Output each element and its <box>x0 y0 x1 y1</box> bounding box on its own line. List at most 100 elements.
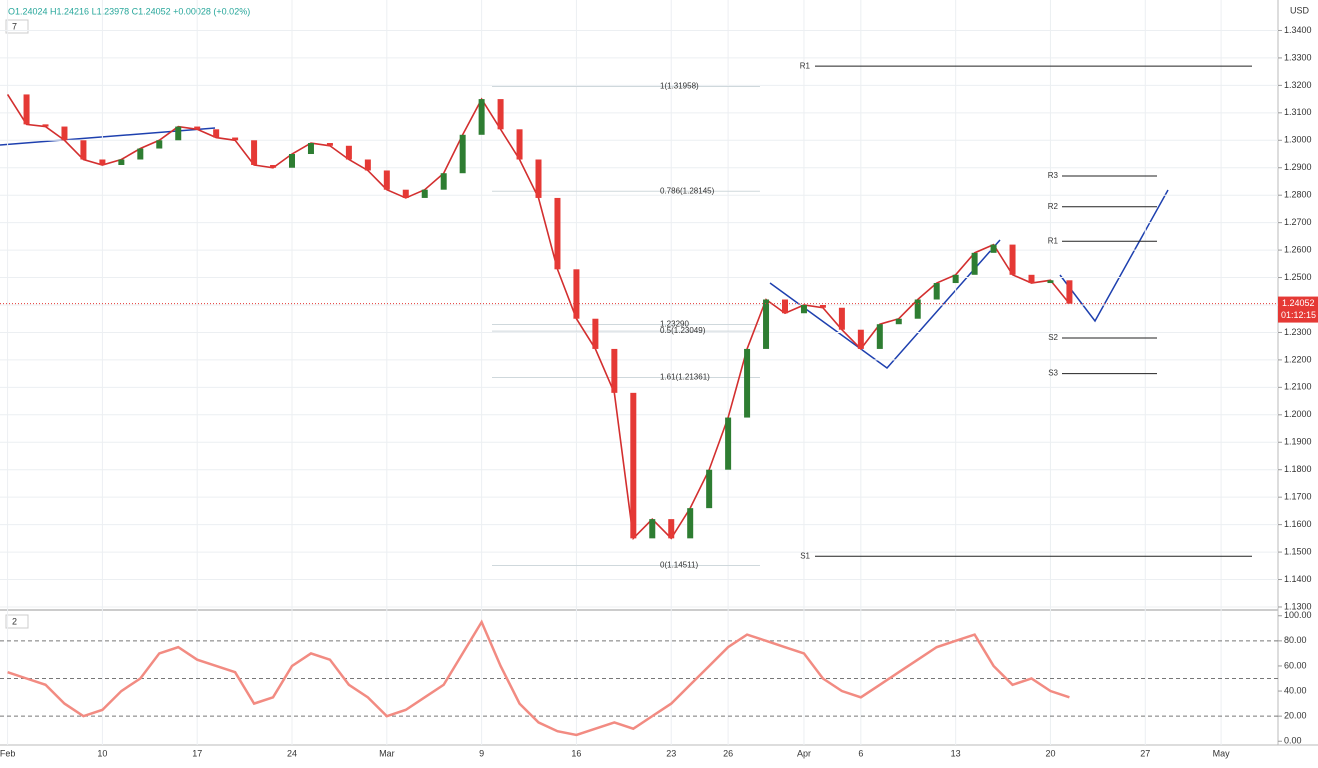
candle-body <box>1009 244 1016 275</box>
candle-body <box>421 189 428 198</box>
candle-body <box>118 159 125 165</box>
candle-body <box>744 348 751 418</box>
y-tick-label: 1.2800 <box>1284 190 1312 200</box>
countdown: 01:12:15 <box>1281 310 1316 320</box>
ohlc-legend: O1.24024 H1.24216 L1.23978 C1.24052 +0.0… <box>8 6 250 16</box>
last-price-label: 1.24052 <box>1282 298 1315 308</box>
x-tick-label: 20 <box>1045 748 1055 758</box>
candle-body <box>497 99 504 130</box>
x-tick-label: 26 <box>723 748 733 758</box>
y-tick-label: 1.1400 <box>1284 574 1312 584</box>
x-tick-label: 27 <box>1140 748 1150 758</box>
y-tick-label: 1.1600 <box>1284 519 1312 529</box>
y-tick-label: 1.1900 <box>1284 437 1312 447</box>
candle-body <box>763 299 770 349</box>
grid-layer <box>0 0 1278 745</box>
candle-body <box>706 469 713 509</box>
level-label: R1 <box>1048 236 1059 245</box>
candle-body <box>838 307 845 330</box>
candle-body <box>573 269 580 319</box>
candle-body <box>61 126 68 141</box>
level-label: S3 <box>1048 369 1058 378</box>
candle-body <box>270 164 277 168</box>
candle-body <box>42 124 49 127</box>
y-tick-label: 1.3000 <box>1284 135 1312 145</box>
indicator-toggle[interactable] <box>5 614 29 629</box>
y-tick-label: 40.00 <box>1284 685 1307 695</box>
level-label: R1 <box>800 61 811 70</box>
candle-body <box>971 252 978 275</box>
y-tick-label: 1.2600 <box>1284 244 1312 254</box>
candle-body <box>630 392 637 539</box>
y-tick-label: 1.3100 <box>1284 107 1312 117</box>
candle-body <box>402 189 409 198</box>
y-tick-label: 1.2200 <box>1284 354 1312 364</box>
y-tick-label: 1.3200 <box>1284 80 1312 90</box>
candle-body <box>1047 280 1054 284</box>
y-tick-label: 1.2000 <box>1284 409 1312 419</box>
x-tick-label: Feb <box>0 748 15 758</box>
candle-body <box>782 299 789 314</box>
indicator-toggle[interactable] <box>5 19 29 34</box>
y-tick-label: 0.00 <box>1284 736 1302 746</box>
candle-body <box>156 140 163 149</box>
candle-body <box>990 244 997 253</box>
candle-body <box>668 519 675 539</box>
y-tick-label: 60.00 <box>1284 660 1307 670</box>
x-tick-label: 10 <box>97 748 107 758</box>
candle-body <box>251 140 258 165</box>
candle-body <box>478 99 485 135</box>
candle-body <box>194 126 201 130</box>
candle-body <box>137 148 144 160</box>
y-tick-label: 1.3400 <box>1284 25 1312 35</box>
y-tick-label: 1.1700 <box>1284 492 1312 502</box>
candle-body <box>687 508 694 539</box>
y-tick-label: 1.2100 <box>1284 382 1312 392</box>
y-tick-label: 20.00 <box>1284 711 1307 721</box>
candle-body <box>23 94 30 125</box>
candle-body <box>554 197 561 270</box>
y-tick-label: 1.3300 <box>1284 52 1312 62</box>
level-label: 1.23290 <box>660 320 689 329</box>
indicator-count[interactable]: 7 <box>12 21 17 31</box>
level-label: R3 <box>1048 171 1059 180</box>
x-tick-label: 16 <box>571 748 581 758</box>
pattern-drawing <box>769 239 1001 370</box>
candle-body <box>1066 280 1073 304</box>
indicator-count[interactable]: 2 <box>12 616 17 626</box>
candle-body <box>99 159 106 165</box>
x-tick-label: 23 <box>666 748 676 758</box>
candle-body <box>326 143 333 146</box>
candle-body <box>952 274 959 284</box>
candle-body <box>535 159 542 198</box>
y-tick-label: 1.2300 <box>1284 327 1312 337</box>
y-tick-label: 100.00 <box>1284 610 1312 620</box>
level-label: S2 <box>1048 333 1058 342</box>
x-tick-label: May <box>1213 748 1231 758</box>
y-tick-label: 1.2900 <box>1284 162 1312 172</box>
candle-body <box>914 299 921 319</box>
level-label: 0.5(1.23049) <box>660 326 706 335</box>
currency-label: USD <box>1290 5 1310 15</box>
candle-body <box>459 134 466 174</box>
x-tick-label: 17 <box>192 748 202 758</box>
level-label: 0(1.14511) <box>660 561 698 570</box>
candle-body <box>819 305 826 308</box>
candle-body <box>307 143 314 155</box>
candle-body <box>213 129 220 138</box>
y-tick-label: 1.1300 <box>1284 601 1312 611</box>
candle-body <box>857 329 864 349</box>
candle-body <box>289 154 296 168</box>
price-line <box>7 619 1070 737</box>
candle-body <box>895 318 902 325</box>
candle-body <box>345 145 352 160</box>
x-tick-label: Mar <box>379 748 395 758</box>
level-label: 0.786(1.28145) <box>660 186 715 195</box>
y-tick-label: 1.2700 <box>1284 217 1312 227</box>
level-label: 1(1.31958) <box>660 82 699 91</box>
candle-body <box>611 348 618 393</box>
x-tick-label: 9 <box>479 748 484 758</box>
level-label: S1 <box>800 551 810 560</box>
y-tick-label: 1.1500 <box>1284 546 1312 556</box>
